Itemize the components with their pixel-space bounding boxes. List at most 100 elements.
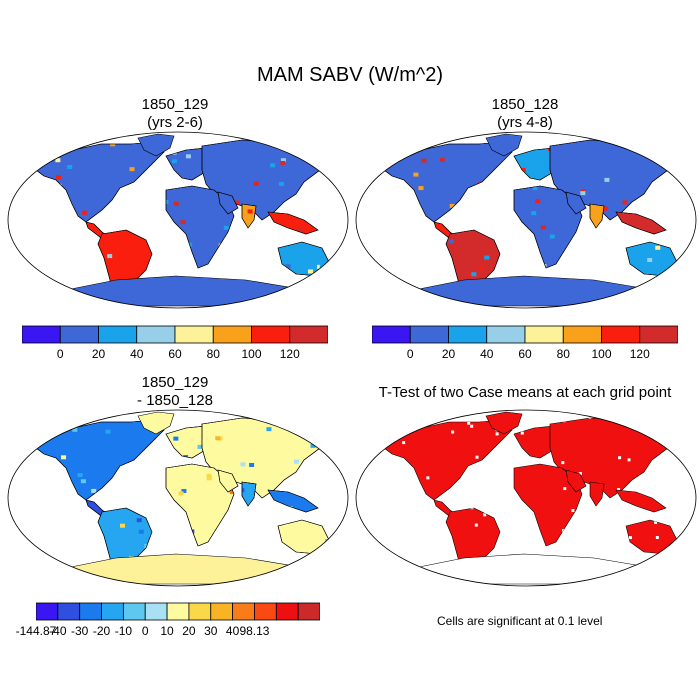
map-panel-1 — [7, 131, 349, 309]
panel-2-title: 1850_128 (yrs 4-8) — [400, 96, 650, 132]
colorbar-box — [79, 602, 102, 621]
colorbar-tick-label: 80 — [206, 347, 220, 361]
map-border — [355, 131, 697, 309]
land-africa — [513, 463, 583, 547]
colorbar-box — [251, 325, 291, 344]
land-arabia — [565, 469, 587, 493]
colorbar-tick-label: 10 — [160, 624, 174, 638]
colorbar-box — [174, 325, 214, 344]
colorbar-panel-2 — [372, 325, 678, 344]
colorbar-box — [22, 325, 61, 344]
map-panel-4 — [355, 409, 697, 587]
colorbar-box — [297, 602, 320, 621]
map-border — [355, 409, 697, 587]
colorbar-tick-label: 98.13 — [239, 624, 270, 638]
colorbar-tick-label: 40 — [130, 347, 144, 361]
panel-1-title: 1850_129 (yrs 2-6) — [50, 96, 300, 132]
panel-2-title-line1: 1850_128 — [491, 96, 559, 113]
land-northAmerica — [35, 141, 165, 223]
colorbar-box — [210, 602, 234, 621]
colorbar-tick-label: 60 — [168, 347, 182, 361]
colorbar-box — [232, 602, 255, 621]
map-border — [7, 409, 349, 587]
colorbar-box — [601, 325, 641, 344]
land-greenland — [137, 411, 175, 435]
colorbar-box — [101, 602, 124, 621]
colorbar-tick-label: 120 — [629, 347, 650, 361]
colorbar-tick-label: 40 — [225, 624, 240, 638]
map-panel-3 — [7, 409, 349, 587]
colorbar-box — [639, 325, 678, 344]
colorbar-box — [524, 325, 564, 344]
land-seAsia — [267, 211, 319, 235]
colorbar-box — [57, 602, 81, 621]
colorbar-box — [188, 602, 212, 621]
land-greenland — [485, 133, 523, 157]
colorbar-tick-label: 80 — [556, 347, 570, 361]
colorbar-box — [122, 602, 146, 621]
colorbar-tick-label: 30 — [204, 624, 218, 638]
land-northAmerica — [35, 419, 165, 501]
colorbar-panel-3 — [36, 602, 320, 621]
land-greenland — [137, 133, 175, 157]
colorbar-box — [144, 602, 168, 621]
land-northAmerica — [383, 141, 513, 223]
land-europe — [513, 425, 561, 459]
colorbar-box — [136, 325, 176, 344]
panel-3-title-line2: - 1850_128 — [137, 392, 213, 409]
colorbar-box — [448, 325, 488, 344]
colorbar-box — [254, 602, 277, 621]
colorbar-tick-label: 20 — [91, 347, 106, 361]
colorbar-tick-label: -30 — [71, 624, 89, 638]
colorbar-tick-label: 40 — [480, 347, 494, 361]
land-antarctica — [65, 275, 307, 307]
land-layer — [383, 411, 679, 585]
land-australia — [277, 241, 331, 277]
colorbar-box — [409, 325, 449, 344]
colorbar-panel-1 — [22, 325, 328, 344]
colorbar-tick-label: 100 — [591, 347, 612, 361]
colorbar-box — [36, 602, 59, 621]
colorbar-box — [486, 325, 526, 344]
figure-title: MAM SABV (W/m^2) — [256, 64, 444, 86]
colorbar-box — [275, 602, 299, 621]
panel-2-title-line2: (yrs 4-8) — [497, 114, 553, 131]
colorbar-box — [212, 325, 252, 344]
land-antarctica — [413, 275, 655, 307]
land-northAmerica — [383, 419, 513, 501]
panel-3-title-line1: 1850_129 — [141, 374, 209, 391]
colorbar-tick-label: 20 — [182, 624, 196, 638]
land-antarctica — [65, 553, 307, 585]
land-india — [589, 203, 605, 229]
colorbar-box — [98, 325, 138, 344]
panel-4-title: T-Test of two Case means at each grid po… — [352, 384, 698, 402]
map-border — [7, 131, 349, 309]
panel-4-title-line1: T-Test of two Case means at each grid po… — [378, 384, 672, 401]
colorbar-box — [562, 325, 602, 344]
colorbar-tick-label: 0 — [56, 347, 64, 361]
colorbar-tick-label: 20 — [441, 347, 456, 361]
colorbar-tick-label: 60 — [518, 347, 532, 361]
colorbar-tick-label: 0 — [406, 347, 414, 361]
land-layer — [35, 411, 331, 585]
map-panel-2 — [355, 131, 697, 309]
land-antarctica — [413, 553, 655, 585]
colorbar-tick-label: 120 — [279, 347, 300, 361]
colorbar-tick-label: -10 — [114, 624, 133, 638]
land-seAsia — [615, 489, 667, 513]
panel-1-title-line2: (yrs 2-6) — [147, 114, 203, 131]
ttest-note: Cells are significant at 0.1 level — [437, 614, 603, 628]
colorbar-tick-label: 100 — [241, 347, 262, 361]
land-india — [241, 481, 257, 507]
colorbar-box — [59, 325, 99, 344]
land-layer — [35, 133, 331, 307]
panel-1-title-line1: 1850_129 — [141, 96, 209, 113]
colorbar-box — [372, 325, 411, 344]
colorbar-box — [166, 602, 190, 621]
colorbar-tick-label: -144.87 — [15, 624, 57, 638]
colorbar-tick-label: -20 — [92, 624, 111, 638]
land-india — [589, 481, 605, 507]
colorbar-box — [289, 325, 328, 344]
land-australia — [625, 519, 679, 555]
land-layer — [383, 133, 679, 307]
